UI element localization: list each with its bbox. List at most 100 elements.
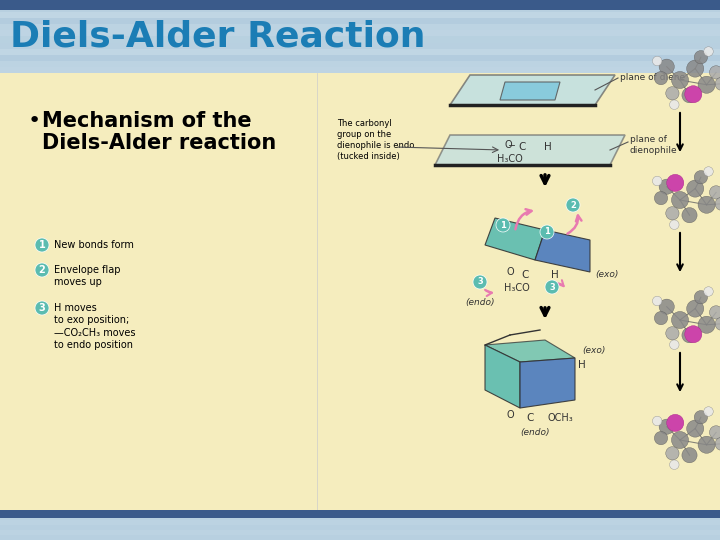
Text: The carbonyl
group on the
dienophile is endo
(tucked inside): The carbonyl group on the dienophile is … bbox=[337, 119, 415, 161]
Circle shape bbox=[545, 280, 559, 294]
Circle shape bbox=[35, 263, 49, 277]
Bar bbox=[0, 24, 720, 30]
Polygon shape bbox=[450, 75, 615, 105]
Circle shape bbox=[694, 291, 708, 304]
Circle shape bbox=[709, 66, 720, 79]
Text: 2: 2 bbox=[39, 265, 45, 275]
Text: 3: 3 bbox=[477, 278, 483, 287]
Circle shape bbox=[670, 340, 679, 349]
Bar bbox=[0, 30, 720, 36]
Circle shape bbox=[694, 171, 708, 184]
Bar bbox=[0, 510, 720, 518]
Bar bbox=[0, 67, 720, 73]
Circle shape bbox=[698, 76, 715, 93]
Polygon shape bbox=[500, 82, 560, 100]
Text: C: C bbox=[521, 270, 528, 280]
Text: Diels-Alder Reaction: Diels-Alder Reaction bbox=[10, 19, 426, 53]
Text: Envelope flap
moves up: Envelope flap moves up bbox=[54, 265, 120, 287]
Circle shape bbox=[652, 56, 662, 66]
Circle shape bbox=[670, 220, 679, 229]
Circle shape bbox=[666, 86, 679, 100]
Polygon shape bbox=[485, 345, 520, 408]
Text: C: C bbox=[526, 413, 534, 423]
Text: (endo): (endo) bbox=[521, 428, 550, 436]
Circle shape bbox=[703, 287, 714, 296]
Circle shape bbox=[709, 306, 720, 319]
Bar bbox=[0, 49, 720, 55]
Text: (exo): (exo) bbox=[595, 271, 618, 280]
Bar bbox=[0, 0, 720, 10]
Circle shape bbox=[703, 47, 714, 56]
Circle shape bbox=[672, 192, 688, 208]
Circle shape bbox=[654, 71, 667, 85]
Circle shape bbox=[652, 296, 662, 306]
Polygon shape bbox=[485, 218, 545, 260]
Text: H₃CO: H₃CO bbox=[497, 154, 523, 164]
Bar bbox=[0, 60, 720, 67]
Circle shape bbox=[667, 414, 684, 431]
Circle shape bbox=[685, 326, 702, 343]
Circle shape bbox=[682, 448, 697, 463]
Circle shape bbox=[698, 436, 715, 453]
Circle shape bbox=[672, 312, 688, 328]
Circle shape bbox=[672, 431, 688, 449]
Circle shape bbox=[672, 71, 688, 89]
Bar bbox=[0, 43, 720, 49]
Text: OCH₃: OCH₃ bbox=[547, 413, 573, 423]
Text: H moves
to exo position;
—CO₂CH₃ moves
to endo position: H moves to exo position; —CO₂CH₃ moves t… bbox=[54, 303, 135, 350]
Text: plane of
dienophile: plane of dienophile bbox=[630, 136, 678, 154]
Circle shape bbox=[670, 460, 679, 469]
Bar bbox=[0, 12, 720, 18]
Text: O: O bbox=[506, 410, 514, 420]
Circle shape bbox=[709, 186, 720, 199]
Circle shape bbox=[652, 176, 662, 186]
Bar bbox=[0, 510, 720, 540]
Text: Mechanism of the: Mechanism of the bbox=[42, 111, 251, 131]
Circle shape bbox=[670, 100, 679, 110]
Circle shape bbox=[666, 327, 679, 340]
Circle shape bbox=[694, 410, 708, 424]
Circle shape bbox=[715, 317, 720, 330]
Circle shape bbox=[687, 180, 703, 197]
Circle shape bbox=[698, 196, 715, 213]
Circle shape bbox=[666, 207, 679, 220]
Text: (endo): (endo) bbox=[465, 298, 495, 307]
Bar bbox=[0, 18, 720, 24]
Circle shape bbox=[682, 207, 697, 223]
Text: 3: 3 bbox=[39, 303, 45, 313]
Text: O: O bbox=[506, 267, 514, 277]
Circle shape bbox=[654, 312, 667, 325]
Circle shape bbox=[698, 316, 715, 333]
Bar bbox=[0, 0, 720, 6]
Text: (exo): (exo) bbox=[582, 346, 606, 354]
Circle shape bbox=[687, 420, 703, 437]
Bar bbox=[0, 6, 720, 12]
Text: H: H bbox=[544, 142, 552, 152]
Bar bbox=[0, 36, 720, 43]
Circle shape bbox=[703, 167, 714, 176]
Bar bbox=[0, 73, 317, 510]
Circle shape bbox=[709, 426, 720, 439]
Bar bbox=[0, 0, 720, 73]
Circle shape bbox=[35, 238, 49, 252]
Text: 3: 3 bbox=[549, 282, 555, 292]
Text: Diels-Alder reaction: Diels-Alder reaction bbox=[42, 133, 276, 153]
Circle shape bbox=[687, 300, 703, 317]
Circle shape bbox=[566, 198, 580, 212]
Text: C: C bbox=[518, 142, 526, 152]
Text: 1: 1 bbox=[500, 220, 506, 230]
Circle shape bbox=[715, 77, 720, 90]
Bar bbox=[0, 515, 720, 520]
Circle shape bbox=[659, 419, 675, 434]
Text: O: O bbox=[504, 140, 512, 150]
Bar bbox=[0, 520, 720, 525]
Circle shape bbox=[667, 174, 684, 192]
Text: •: • bbox=[28, 111, 41, 131]
Circle shape bbox=[496, 218, 510, 232]
Circle shape bbox=[687, 60, 703, 77]
Circle shape bbox=[703, 407, 714, 416]
Bar bbox=[0, 510, 720, 515]
Circle shape bbox=[694, 51, 708, 64]
Circle shape bbox=[35, 301, 49, 315]
Text: 1: 1 bbox=[544, 227, 550, 237]
